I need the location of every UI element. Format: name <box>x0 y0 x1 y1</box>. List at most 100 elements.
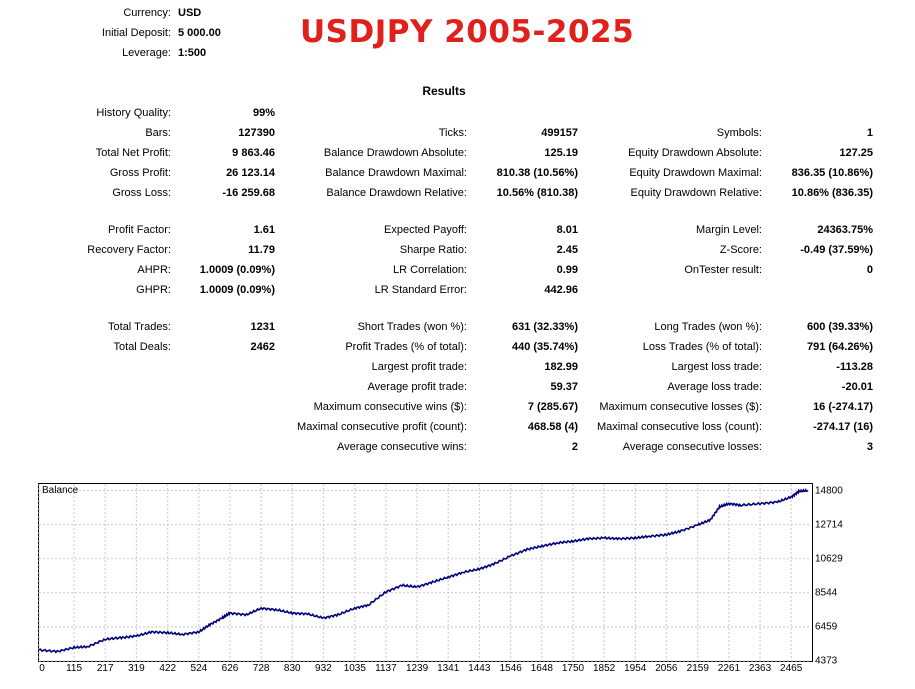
stat-label: Gross Loss: <box>112 187 171 199</box>
stat-label: Expected Payoff: <box>384 224 467 236</box>
stat-label: GHPR: <box>136 284 171 296</box>
initial-deposit-value: 5 000.00 <box>178 27 221 39</box>
stat-value: 0 <box>866 264 873 276</box>
stat-value: -20.01 <box>841 381 873 393</box>
stat-label: LR Standard Error: <box>374 284 467 296</box>
stat-value: -0.49 (37.59%) <box>800 244 873 256</box>
stat-label: Ticks: <box>438 127 467 139</box>
stat-label: Margin Level: <box>695 224 762 236</box>
stat-value: 127390 <box>238 127 275 139</box>
stat-value: 0.99 <box>556 264 578 276</box>
stat-value: 11.79 <box>248 244 275 256</box>
stat-label: Average consecutive wins: <box>336 441 467 453</box>
currency-label: Currency: <box>123 7 171 19</box>
stat-value: 440 (35.74%) <box>511 341 578 353</box>
stat-label: History Quality: <box>96 107 171 119</box>
x-tick-label: 1750 <box>561 663 585 674</box>
stat-label: Profit Trades (% of total): <box>345 341 467 353</box>
stat-value: 182.99 <box>544 361 578 373</box>
stat-value: 600 (39.33%) <box>806 321 873 333</box>
stat-label: Total Deals: <box>113 341 171 353</box>
x-tick-label: 319 <box>127 663 145 674</box>
x-tick-label: 217 <box>96 663 114 674</box>
stat-label: Balance Drawdown Absolute: <box>323 147 467 159</box>
stat-label: Largest profit trade: <box>371 361 467 373</box>
x-tick-label: 524 <box>190 663 208 674</box>
stat-value: 2462 <box>250 341 275 353</box>
stat-value: -113.28 <box>836 361 873 373</box>
stat-label: Total Net Profit: <box>95 147 171 159</box>
stat-value: 125.19 <box>544 147 578 159</box>
stat-label: Sharpe Ratio: <box>399 244 467 256</box>
stat-label: Gross Profit: <box>109 167 171 179</box>
stat-label: Loss Trades (% of total): <box>642 341 762 353</box>
x-tick-label: 2159 <box>686 663 709 674</box>
x-tick-label: 1852 <box>592 663 616 674</box>
stat-label: Balance Drawdown Relative: <box>326 187 467 199</box>
stat-value: 10.86% (836.35) <box>791 187 873 199</box>
stat-value: 7 (285.67) <box>527 401 578 413</box>
stat-label: AHPR: <box>137 264 171 276</box>
stat-value: 631 (32.33%) <box>511 321 578 333</box>
stat-value: -274.17 (16) <box>813 421 873 433</box>
stat-label: Long Trades (won %): <box>654 321 762 333</box>
y-tick-label: 12714 <box>815 519 843 531</box>
stat-label: Symbols: <box>716 127 762 139</box>
x-tick-label: 1035 <box>343 663 366 674</box>
stat-label: Maximum consecutive wins ($): <box>313 401 467 413</box>
stat-value: 1 <box>866 127 873 139</box>
stat-label: Short Trades (won %): <box>357 321 467 333</box>
x-tick-label: 728 <box>252 663 270 674</box>
stat-value: 9 863.46 <box>232 147 275 159</box>
x-tick-label: 1546 <box>499 663 522 674</box>
y-tick-label: 6459 <box>815 621 838 633</box>
stat-value: 499157 <box>541 127 578 139</box>
x-tick-label: 2465 <box>780 663 803 674</box>
y-tick-label: 14800 <box>815 485 843 497</box>
stat-value: -16 259.68 <box>222 187 275 199</box>
currency-value: USD <box>178 7 202 19</box>
stat-value: 810.38 (10.56%) <box>496 167 578 179</box>
stat-value: 16 (-274.17) <box>813 401 873 413</box>
leverage-label: Leverage: <box>122 47 171 59</box>
balance-series-line <box>38 488 809 654</box>
stat-value: 1231 <box>250 321 275 333</box>
stat-value: 791 (64.26%) <box>806 341 873 353</box>
stat-value: 3 <box>866 441 873 453</box>
x-tick-label: 2261 <box>717 663 741 674</box>
stat-value: 468.58 (4) <box>527 421 578 433</box>
stat-value: 59.37 <box>550 381 578 393</box>
stat-value: 2.45 <box>556 244 578 256</box>
stat-label: Maximal consecutive loss (count): <box>596 421 762 433</box>
x-tick-label: 1341 <box>437 663 460 674</box>
stat-label: OnTester result: <box>684 264 762 276</box>
stat-value: 836.35 (10.86%) <box>791 167 873 179</box>
stat-label: Recovery Factor: <box>87 244 171 256</box>
stat-value: 1.0009 (0.09%) <box>199 264 275 276</box>
stat-value: 10.56% (810.38) <box>496 187 578 199</box>
y-tick-label: 10629 <box>815 553 843 565</box>
report-title: USDJPY 2005-2025 <box>300 14 635 50</box>
results-heading: Results <box>422 84 466 98</box>
x-tick-label: 422 <box>159 663 177 674</box>
stat-label: Maximum consecutive losses ($): <box>599 401 762 413</box>
x-tick-label: 1954 <box>624 663 647 674</box>
stat-label: Largest loss trade: <box>671 361 763 373</box>
stat-label: Equity Drawdown Relative: <box>630 187 762 199</box>
y-tick-label: 8544 <box>815 587 838 599</box>
x-tick-label: 626 <box>221 663 239 674</box>
stat-label: Equity Drawdown Maximal: <box>629 167 762 179</box>
stat-label: Profit Factor: <box>108 224 171 236</box>
stat-label: Average loss trade: <box>667 381 762 393</box>
x-tick-label: 0 <box>39 663 45 674</box>
x-tick-label: 115 <box>66 663 83 674</box>
stat-label: Balance Drawdown Maximal: <box>325 167 467 179</box>
stat-value: 1.0009 (0.09%) <box>199 284 275 296</box>
x-tick-label: 1239 <box>405 663 429 674</box>
x-tick-label: 1648 <box>530 663 553 674</box>
stat-label: Total Trades: <box>108 321 171 333</box>
x-tick-label: 1137 <box>375 663 397 674</box>
x-tick-label: 2056 <box>655 663 678 674</box>
x-tick-label: 2363 <box>748 663 772 674</box>
stat-value: 2 <box>571 441 578 453</box>
